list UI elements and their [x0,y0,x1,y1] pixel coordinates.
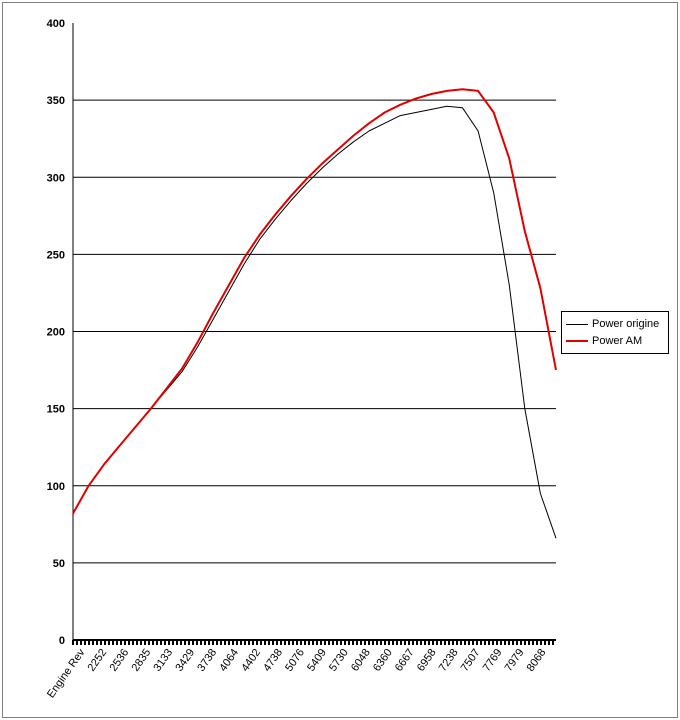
x-tick-label: 5730 [327,647,351,674]
x-tick-label: 3133 [151,647,175,674]
legend-item-power-am: Power AM [566,334,642,348]
y-tick-label: 250 [47,249,65,261]
x-tick-label: 7238 [437,647,461,674]
x-tick-label: Engine Rev [45,646,88,700]
x-tick-label: 6360 [371,647,395,674]
x-tick-label: 4402 [239,647,263,674]
x-tick-label: 6958 [415,647,439,674]
legend-item-power-origine: Power origine [566,317,659,331]
y-tick-label: 400 [47,18,65,30]
y-tick-label: 100 [47,481,65,493]
legend: Power origine Power AM [561,311,669,354]
x-tick-label: 4064 [217,647,241,674]
x-tick-label: 7979 [503,647,527,674]
legend-swatch-power-am [566,340,588,343]
x-tick-label: 2252 [86,647,110,674]
x-tick-label: 6048 [349,647,373,674]
legend-label-power-origine: Power origine [592,318,660,330]
x-tick-label: 5076 [283,647,307,674]
x-tick-label: 2536 [107,647,131,674]
x-tick-label: 2835 [129,647,153,674]
x-tick-label: 6667 [393,647,417,674]
legend-swatch-power-origine [566,323,588,325]
legend-label-power-am: Power AM [592,335,643,347]
series-line-power-am [72,88,557,514]
y-tick-label: 300 [47,172,65,184]
x-tick-label: 8068 [525,647,549,674]
y-tick-label: 50 [53,558,65,570]
x-tick-label: 7769 [481,647,505,674]
x-tick-label: 5409 [305,647,329,674]
x-tick-label: 3429 [173,647,197,674]
y-tick-label: 350 [47,95,65,107]
y-tick-label: 0 [59,635,65,647]
x-tick-label: 4738 [261,647,285,674]
y-tick-label: 200 [47,327,65,339]
x-tick-label: 3738 [195,647,219,674]
y-tick-label: 150 [47,404,65,416]
x-tick-label: 7507 [459,647,483,674]
